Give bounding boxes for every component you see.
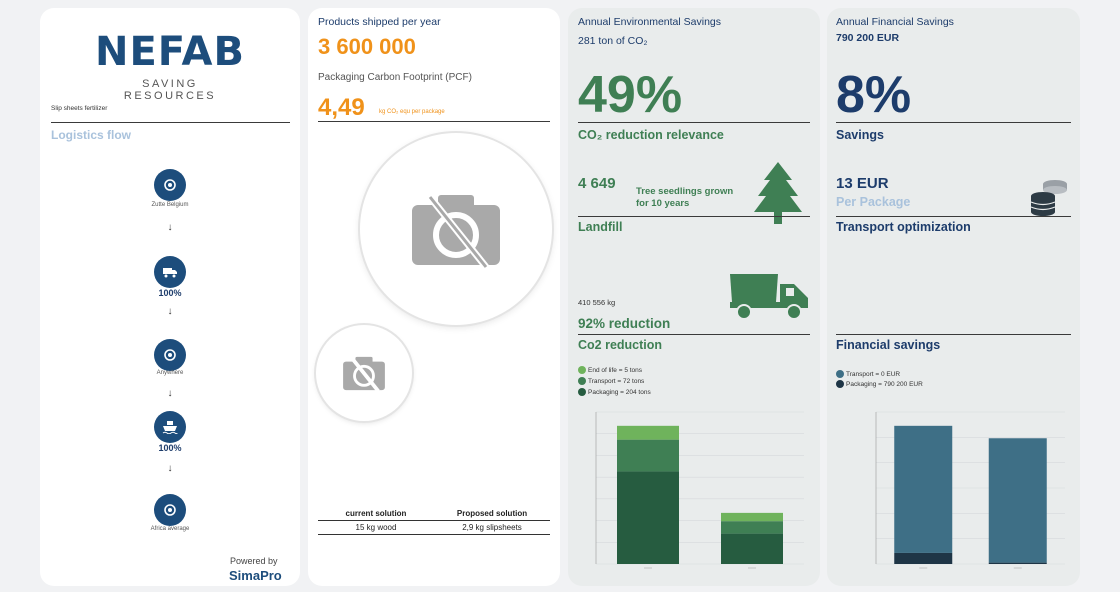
bar-packaging-2 bbox=[721, 533, 783, 564]
pcf-value: 4,49 bbox=[318, 94, 365, 121]
pcf-label: Packaging Carbon Footprint (PCF) bbox=[318, 72, 472, 83]
coins-icon bbox=[1030, 180, 1067, 216]
co2-chart bbox=[595, 411, 804, 569]
per-package-value: 13 EUR bbox=[836, 175, 889, 192]
step-2-percent: 100% bbox=[158, 288, 182, 298]
legend-dot bbox=[578, 388, 586, 397]
financial-savings-label: Financial savings bbox=[836, 338, 941, 352]
bar-transport-2 bbox=[988, 438, 1047, 563]
shipped-value: 3 600 000 bbox=[318, 34, 416, 59]
legend-item-end-of-life: End of life = 5 tons bbox=[578, 365, 651, 376]
pcf-unit: kg CO₂ equ per package bbox=[379, 109, 445, 115]
shipped-label: Products shipped per year bbox=[318, 16, 441, 28]
financial-chart bbox=[875, 411, 1065, 569]
legend-dot bbox=[578, 366, 586, 375]
comparison-table: current solution Proposed solution 15 kg… bbox=[318, 507, 550, 535]
bar-packaging-1 bbox=[894, 552, 953, 564]
arrow-down-icon: ↓ bbox=[167, 388, 173, 399]
env-legend: End of life = 5 tons Transport = 72 tons… bbox=[578, 365, 651, 398]
co2-label: Co2 reduction bbox=[578, 338, 663, 352]
step-1-location-icon bbox=[154, 169, 186, 201]
arrow-down-icon: ↓ bbox=[167, 463, 173, 474]
tree-icon bbox=[754, 162, 802, 224]
step-5-label: Africa average bbox=[150, 526, 190, 532]
flow-title: Logistics flow bbox=[51, 128, 132, 142]
legend-item-transport: Transport = 0 EUR bbox=[836, 370, 923, 380]
image-placeholder-large bbox=[360, 133, 552, 325]
logistics-panel: NEFAB SAVING RESOURCES Slip sheets ferti… bbox=[40, 8, 300, 586]
legend-item-packaging: Packaging = 790 200 EUR bbox=[836, 380, 923, 390]
powered-by-label: Powered by bbox=[230, 556, 278, 566]
env-big-label: CO₂ reduction relevance bbox=[578, 128, 724, 142]
image-placeholder-small bbox=[316, 325, 412, 421]
bar-transport-2 bbox=[721, 521, 783, 534]
env-subtitle: 281 ton of CO₂ bbox=[578, 35, 648, 47]
reduction-value: 92% reduction bbox=[578, 316, 671, 331]
legend-dot bbox=[578, 377, 586, 386]
legend-item-transport: Transport = 72 tons bbox=[578, 376, 651, 387]
env-big-percent: 49% bbox=[578, 66, 683, 124]
fin-big-percent: 8% bbox=[836, 66, 912, 124]
no-image-icon bbox=[412, 194, 500, 269]
no-image-icon bbox=[343, 356, 385, 392]
step-4-percent: 100% bbox=[158, 443, 182, 453]
table-cell-proposed: 2,9 kg slipsheets bbox=[462, 523, 522, 532]
step-3-location-icon bbox=[154, 339, 186, 371]
product-name: Slip sheets fertilizer bbox=[51, 105, 108, 112]
bar-packaging-2 bbox=[988, 562, 1047, 564]
table-header-proposed: Proposed solution bbox=[456, 509, 528, 518]
step-5-location-icon bbox=[154, 494, 186, 526]
ship-icon bbox=[154, 411, 186, 443]
legend-dot bbox=[836, 380, 844, 389]
fin-title: Annual Financial Savings bbox=[836, 16, 954, 28]
truck-icon bbox=[154, 256, 186, 288]
arrow-down-icon: ↓ bbox=[167, 306, 173, 317]
table-header-current: current solution bbox=[345, 509, 407, 518]
env-title: Annual Environmental Savings bbox=[578, 16, 722, 28]
bar-end-of-life-1 bbox=[617, 425, 679, 440]
legend-dot bbox=[836, 370, 844, 379]
bar-transport-1 bbox=[617, 439, 679, 472]
products-panel: Products shipped per year 3 600 000 Pack… bbox=[308, 8, 560, 586]
landfill-kg: 410 556 kg bbox=[578, 298, 616, 307]
arrow-down-icon: ↓ bbox=[167, 222, 173, 233]
legend-item-packaging: Packaging = 204 tons bbox=[578, 387, 651, 398]
step-3-label: Anywhere bbox=[156, 370, 184, 376]
environmental-panel: Annual Environmental Savings 281 ton of … bbox=[568, 8, 820, 586]
bar-end-of-life-2 bbox=[721, 512, 783, 522]
fin-big-label: Savings bbox=[836, 128, 884, 142]
step-1-label: Zutte Belgium bbox=[151, 202, 189, 208]
nefab-logo: NEFAB SAVING RESOURCES bbox=[95, 29, 245, 102]
seedlings-label: Tree seedlings grown for 10 years bbox=[636, 186, 734, 209]
dump-truck-icon bbox=[730, 274, 808, 320]
simapro-logo: SimaPro bbox=[229, 568, 282, 583]
table-cell-current: 15 kg wood bbox=[355, 523, 397, 532]
seedlings-value: 4 649 bbox=[578, 175, 616, 192]
bar-packaging-1 bbox=[617, 471, 679, 564]
landfill-label: Landfill bbox=[578, 220, 623, 234]
bar-transport-1 bbox=[894, 425, 953, 553]
fin-subtitle: 790 200 EUR bbox=[836, 32, 900, 44]
per-package-label: Per Package bbox=[836, 195, 911, 209]
transport-optimization-label: Transport optimization bbox=[836, 220, 971, 234]
financial-panel: Annual Financial Savings 790 200 EUR 8% … bbox=[827, 8, 1080, 586]
fin-legend: Transport = 0 EUR Packaging = 790 200 EU… bbox=[836, 370, 923, 390]
